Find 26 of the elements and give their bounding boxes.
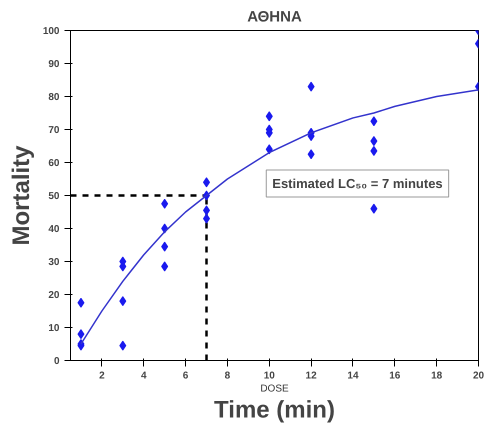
y-tick-label: 60 <box>48 158 60 169</box>
x-tick-label: 2 <box>99 370 106 382</box>
x-tick-label: 20 <box>472 370 484 382</box>
y-tick-label: 40 <box>48 224 60 235</box>
x-axis-title: Time (min) <box>214 396 335 424</box>
x-tick-label: 12 <box>306 370 318 382</box>
y-tick-label: 100 <box>42 26 60 37</box>
y-tick-label: 10 <box>48 323 60 334</box>
x-tick-label: 8 <box>224 370 231 382</box>
y-tick-label: 20 <box>48 290 60 301</box>
x-tick-label: 14 <box>347 370 359 382</box>
y-axis-title: Mortality <box>8 144 35 246</box>
x-tick-label: 16 <box>389 370 401 382</box>
y-tick-label: 70 <box>48 125 60 136</box>
y-tick-label: 80 <box>48 92 60 103</box>
x-tick-label: 10 <box>264 370 276 382</box>
x-tick-label: 18 <box>431 370 443 382</box>
y-tick-label: 30 <box>48 257 60 268</box>
text: DOSE <box>260 384 289 394</box>
x-tick-label: 6 <box>182 370 189 382</box>
chart-title: ΑΘΗΝΑ <box>247 8 302 26</box>
y-tick-label: 90 <box>48 59 60 70</box>
x-tick-label: 4 <box>140 370 147 382</box>
annotation: Estimated LC₅₀ = 7 minutes <box>272 176 443 191</box>
y-tick-label: 50 <box>48 191 60 202</box>
y-tick-label: 0 <box>54 356 60 367</box>
